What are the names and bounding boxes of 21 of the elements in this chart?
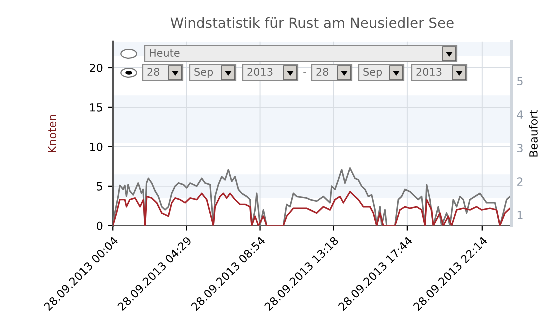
annotation: 2013 [248, 68, 273, 76]
annotation: Sep [194, 68, 214, 78]
annotation: - [304, 72, 306, 74]
annotation: 28 [148, 68, 160, 76]
y2-tick-label: 1 [518, 211, 523, 220]
y2-tick-label: 3 [518, 144, 523, 153]
annotation: 2013 [416, 68, 442, 76]
y-tick-label: 5 [97, 182, 102, 191]
annotation: Heute [150, 49, 180, 58]
y2-tick-label: 2 [518, 178, 523, 186]
y2-tick-label: 5 [518, 77, 523, 86]
chart-title: Windstatistik für Rust am Neusiedler See [170, 17, 454, 28]
y-tick-label: 10 [90, 142, 103, 152]
y2-tick-label: 4 [517, 110, 524, 119]
y-tick-label: 0 [97, 222, 103, 230]
y2-axis-title: Beaufort [529, 110, 538, 157]
y-tick-label: 15 [90, 104, 102, 112]
annotation: Sep [364, 68, 382, 78]
y-tick-label: 20 [90, 64, 103, 72]
y-axis-title: Knoten [48, 115, 57, 153]
annotation: 28 [316, 68, 329, 76]
